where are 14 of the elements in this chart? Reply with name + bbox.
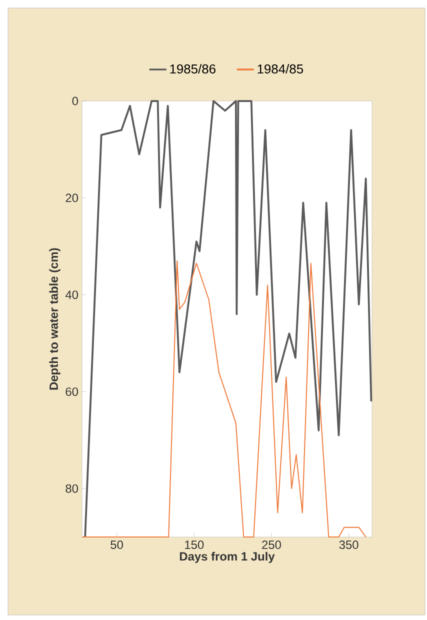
line-series [82,260,366,538]
x-tick-label: 350 [339,540,358,549]
y-tick-label: 60 [66,387,78,396]
y-axis-title: Depth to water table (cm) [49,248,60,390]
x-tick-label: 250 [262,540,281,549]
x-axis-title: Days from 1 July [180,552,275,563]
x-tick-label: 150 [185,540,204,549]
x-tick-label: 50 [110,540,123,549]
y-tick-label: 20 [66,194,78,202]
y-tick-label: 0 [72,96,78,106]
legend-label: 1984/85 [258,64,304,74]
y-tick-label: 80 [66,484,78,493]
legend-label: 1985/86 [170,64,216,74]
y-tick-label: 40 [65,290,78,300]
